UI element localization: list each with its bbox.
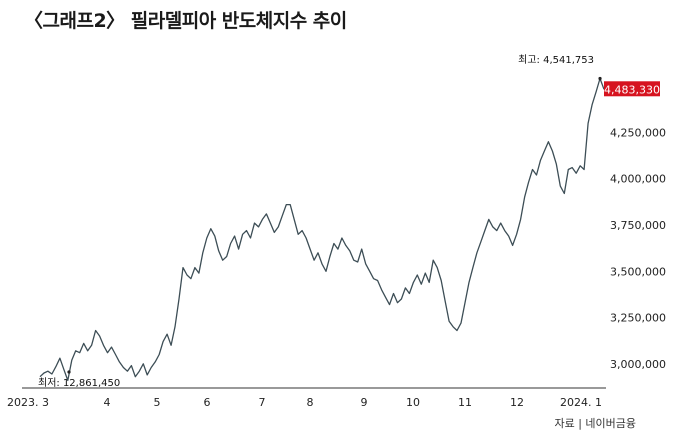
y-tick-label: 3,250,000 bbox=[610, 312, 666, 325]
x-tick-label: 12 bbox=[510, 396, 524, 409]
x-tick-label: 2024. 1 bbox=[560, 396, 602, 409]
x-tick-label: 5 bbox=[154, 396, 161, 409]
chart-title: 〈그래프2〉 필라델피아 반도체지수 추이 bbox=[24, 10, 347, 32]
min-point bbox=[67, 370, 71, 374]
min-label: 최저: 12,861,450 bbox=[38, 377, 120, 389]
x-tick-label: 10 bbox=[406, 396, 420, 409]
y-tick-label: 3,000,000 bbox=[610, 358, 666, 371]
max-point bbox=[598, 76, 602, 81]
y-tick-label: 4,000,000 bbox=[610, 173, 666, 186]
x-tick-label: 9 bbox=[361, 396, 368, 409]
x-tick-label: 6 bbox=[204, 396, 211, 409]
last-value-label: 4,483,330 bbox=[604, 83, 660, 96]
last-value-box bbox=[604, 81, 660, 97]
x-tick-label: 4 bbox=[104, 396, 111, 409]
max-label: 최고: 4,541,753 bbox=[518, 54, 594, 66]
x-tick-label: 11 bbox=[458, 396, 472, 409]
series-line bbox=[39, 77, 605, 382]
x-tick-label: 7 bbox=[259, 396, 266, 409]
source-label: 자료 | 네이버금융 bbox=[554, 417, 636, 430]
x-tick-label: 2023. 3 bbox=[7, 396, 49, 409]
y-tick-label: 4,250,000 bbox=[610, 126, 666, 139]
y-tick-label: 3,750,000 bbox=[610, 219, 666, 232]
x-tick-label: 8 bbox=[307, 396, 314, 409]
y-tick-label: 3,500,000 bbox=[610, 265, 666, 278]
